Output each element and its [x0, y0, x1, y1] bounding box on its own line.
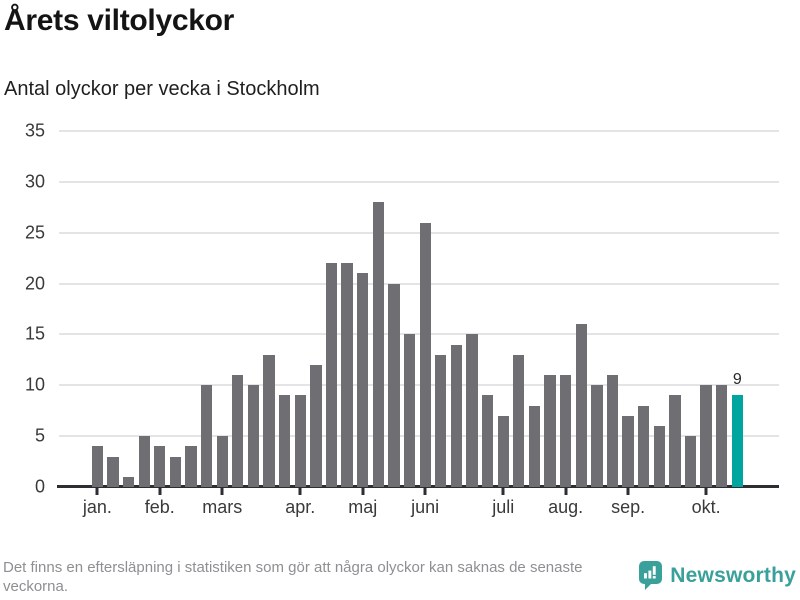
footnote: Det finns en eftersläpning i statistiken… [3, 559, 583, 596]
bar [403, 334, 416, 487]
x-tick-label: sep. [611, 497, 646, 517]
bar [185, 446, 197, 487]
x-tick-mark [220, 488, 224, 495]
gridline [59, 384, 779, 387]
x-tick-mark [361, 488, 365, 495]
chart-subtitle: Antal olyckor per vecka i Stockholm [4, 78, 320, 100]
bar [513, 354, 525, 487]
bar [638, 405, 650, 487]
bar [575, 324, 587, 487]
bar [138, 436, 150, 487]
x-axis-labels: jan. feb. mars apr. maj juni juli aug. sep. okt. [59, 487, 779, 521]
bar [107, 456, 119, 487]
bar [435, 354, 447, 487]
x-tick-label: apr. [285, 497, 316, 517]
x-axis-line [57, 485, 779, 488]
bar [653, 425, 665, 487]
bar [700, 385, 712, 487]
bar-highlighted [731, 395, 743, 487]
bar [263, 354, 275, 487]
bar [216, 436, 228, 487]
gridline [59, 282, 779, 285]
bar [466, 334, 478, 487]
x-tick-label: jan. [82, 497, 112, 517]
bar [169, 456, 182, 487]
bar [310, 364, 322, 487]
bar [232, 375, 244, 487]
bar [372, 202, 384, 487]
bar [481, 395, 494, 487]
bar [684, 436, 697, 487]
y-tick-label: 5 [34, 425, 45, 446]
y-tick-label: 0 [34, 476, 45, 497]
bar [419, 222, 431, 487]
y-tick-label: 15 [24, 323, 45, 344]
bar [279, 395, 291, 487]
bar [341, 263, 353, 487]
x-tick-mark [158, 488, 162, 495]
x-tick-label: maj [348, 497, 378, 517]
bar [357, 273, 369, 487]
bar [497, 415, 509, 487]
bar [294, 395, 306, 487]
bar [716, 385, 728, 487]
x-tick-label: juni [411, 497, 440, 517]
x-tick-mark [95, 488, 99, 495]
y-tick-label: 10 [24, 374, 45, 395]
x-tick-label: mars [202, 497, 243, 517]
bar [544, 375, 556, 487]
newsworthy-chart-pin-icon [639, 561, 663, 590]
highlight-value-label: 9 [732, 371, 742, 389]
newsworthy-logo: Newsworthy [639, 561, 796, 590]
gridline [59, 231, 779, 234]
bar [325, 263, 338, 487]
plot-area: 9 [57, 130, 779, 488]
gridline [59, 435, 779, 438]
gridline [59, 130, 779, 132]
x-tick-mark [423, 488, 427, 495]
bar [622, 415, 634, 487]
y-tick-label: 30 [24, 171, 45, 192]
x-tick-label: juli [492, 497, 515, 517]
bar [560, 375, 572, 487]
bar [91, 446, 103, 487]
x-tick-mark [501, 488, 505, 495]
x-tick-mark [704, 488, 708, 495]
gridline [59, 333, 779, 336]
x-tick-label: feb. [144, 497, 175, 517]
y-tick-label: 20 [24, 273, 45, 294]
bar [606, 375, 619, 487]
y-tick-label: 35 [24, 120, 45, 141]
bar [122, 476, 135, 487]
x-tick-mark [626, 488, 630, 495]
bar [247, 385, 260, 487]
brand-name: Newsworthy [670, 563, 796, 587]
y-axis-labels: 0 5 10 15 20 25 30 35 [0, 121, 45, 497]
y-tick-label: 25 [24, 222, 45, 243]
bar [388, 283, 400, 487]
bar [154, 446, 166, 487]
bar [450, 344, 463, 487]
x-tick-mark [298, 488, 302, 495]
gridline [59, 180, 779, 183]
x-tick-label: okt. [691, 497, 721, 517]
bar [591, 385, 603, 487]
bar [200, 385, 213, 487]
x-tick-mark [564, 488, 568, 495]
x-tick-label: aug. [548, 497, 584, 517]
bar [528, 405, 541, 487]
page-title: Årets viltolyckor [4, 4, 234, 37]
bar [669, 395, 681, 487]
